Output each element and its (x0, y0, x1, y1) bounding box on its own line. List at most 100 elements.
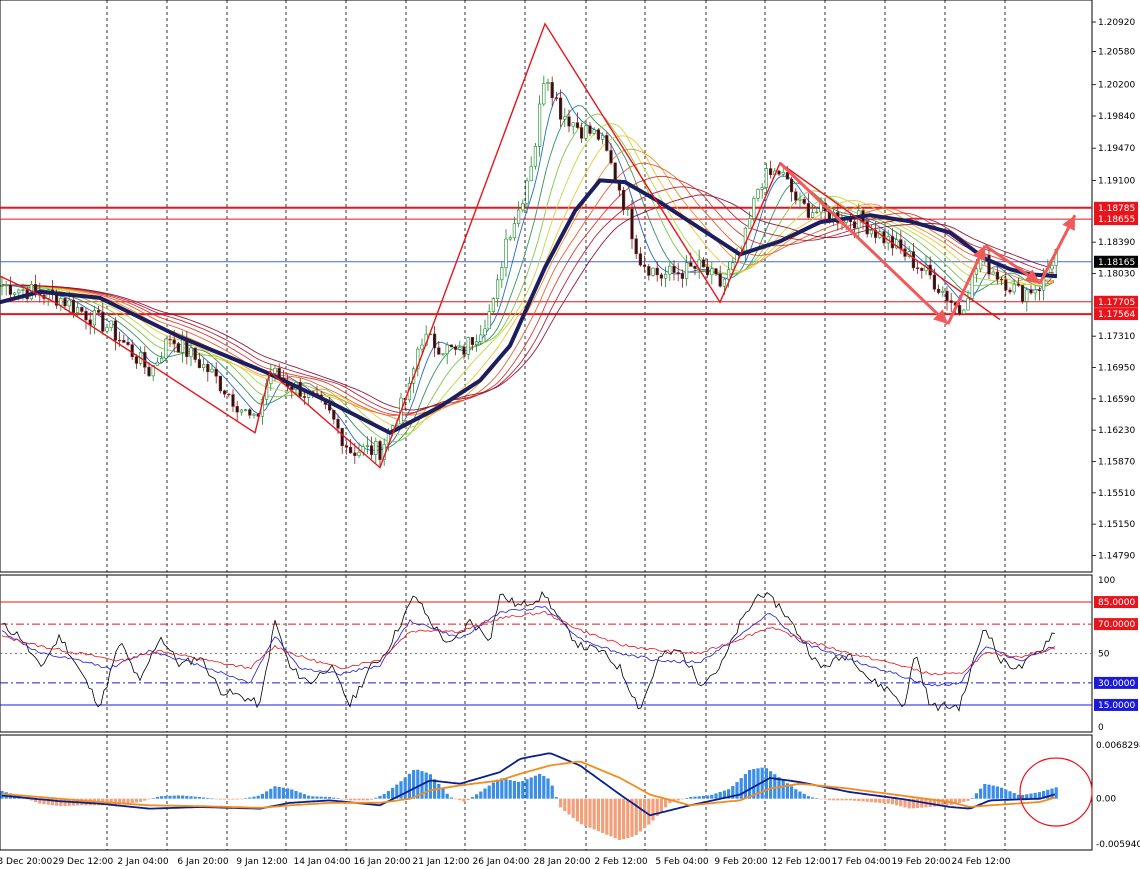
candle-body (642, 264, 647, 267)
macd-bar (252, 796, 256, 799)
candle-body (101, 312, 105, 332)
price-panel-frame (0, 0, 1093, 573)
macd-bar (785, 783, 789, 799)
candle-body (357, 451, 361, 456)
macd-bar (567, 798, 571, 815)
arrow-shaft (946, 245, 987, 325)
oscillator-lines (0, 591, 1092, 712)
macd-bar (1050, 788, 1054, 799)
candle-body (626, 208, 630, 211)
price-badge-label: 1.17564 (1098, 310, 1135, 320)
macd-bar (991, 785, 995, 799)
macd-bar (130, 798, 134, 803)
ribbon-line (1, 162, 1055, 416)
candle-body (714, 268, 718, 275)
candle-body (974, 268, 978, 275)
x-label: 29 Dec 12:00 (53, 857, 114, 867)
macd-bar (210, 798, 214, 800)
macd-bar (231, 798, 235, 800)
macd-bar (407, 773, 411, 799)
arrow-head (1062, 215, 1075, 231)
candle-body (630, 208, 634, 240)
price-tick-label: 1.18030 (1098, 270, 1135, 280)
candle-body (752, 198, 756, 219)
candle-body (764, 168, 768, 188)
candle-body (470, 337, 475, 345)
macd-bar (958, 798, 962, 803)
x-label: 2 Jan 04:00 (117, 857, 169, 867)
projection-arrows (778, 161, 1077, 326)
candle-body (449, 344, 454, 348)
macd-bar (869, 798, 873, 803)
osc-line (1, 605, 1056, 687)
candle-body (168, 338, 172, 341)
price-badge (1094, 213, 1138, 226)
macd-bar (882, 798, 886, 804)
macd-bar (966, 798, 970, 801)
macd-bar (748, 770, 752, 799)
macd-bar (344, 798, 348, 800)
candle-body (592, 129, 596, 134)
macd-bar (710, 794, 714, 799)
candle-body (176, 343, 181, 353)
macd-bar (143, 798, 147, 801)
price-tick-label: 1.20920 (1098, 18, 1135, 28)
candle-body (155, 361, 160, 366)
macd-bar (286, 788, 290, 799)
macd-bar (609, 798, 613, 837)
macd-bar (504, 779, 508, 799)
price-tick-label: 1.19470 (1098, 144, 1135, 154)
candle-body (987, 254, 991, 275)
candle-body (189, 347, 193, 357)
macd-bar (319, 796, 323, 799)
macd-bar (239, 798, 243, 800)
candle-body (680, 273, 684, 279)
candle-body (365, 445, 370, 447)
macd-bar (529, 777, 533, 799)
macd-bar (147, 798, 151, 800)
macd-bar (874, 798, 878, 803)
candle-body (550, 82, 554, 99)
macd-bar (0, 790, 4, 799)
macd-bar (701, 795, 705, 799)
macd-bar (244, 798, 248, 799)
macd-bar (235, 798, 239, 800)
price-badge (1094, 295, 1138, 308)
candle-body (894, 239, 899, 249)
candle-body (647, 266, 651, 276)
arrow-head (1024, 269, 1040, 284)
macd-bar (571, 798, 575, 818)
price-badge-label: 1.18655 (1098, 215, 1135, 225)
macd-bar (823, 798, 827, 800)
candle-body (634, 238, 638, 255)
macd-lines (1, 752, 1056, 817)
x-label: 17 Feb 04:00 (831, 857, 890, 867)
candle-body (676, 272, 680, 274)
candle-body (991, 271, 995, 275)
macd-bar (214, 798, 218, 800)
macd-bar (861, 798, 865, 802)
vertical-gridlines (106, 0, 1006, 850)
macd-bar (361, 798, 365, 801)
price-tick-label: 1.20580 (1098, 48, 1135, 58)
macd-bar (840, 798, 844, 801)
candle-body (941, 290, 945, 293)
macd-bar (260, 793, 264, 799)
price-tick-label: 1.16950 (1098, 363, 1135, 373)
macd-bar (134, 798, 138, 803)
zigzag-line (0, 22, 1001, 469)
macd-bar (1000, 787, 1004, 799)
macd-bar (294, 790, 298, 799)
macd-bar (118, 798, 122, 805)
macd-bar (693, 796, 697, 799)
macd-bar (832, 798, 836, 801)
candle-body (420, 344, 424, 350)
macd-bar (55, 798, 59, 806)
macd-bar (697, 796, 701, 799)
macd-bar (160, 796, 164, 799)
macd-bar (630, 798, 634, 837)
candle-body (344, 445, 349, 448)
macd-bar (848, 798, 852, 801)
